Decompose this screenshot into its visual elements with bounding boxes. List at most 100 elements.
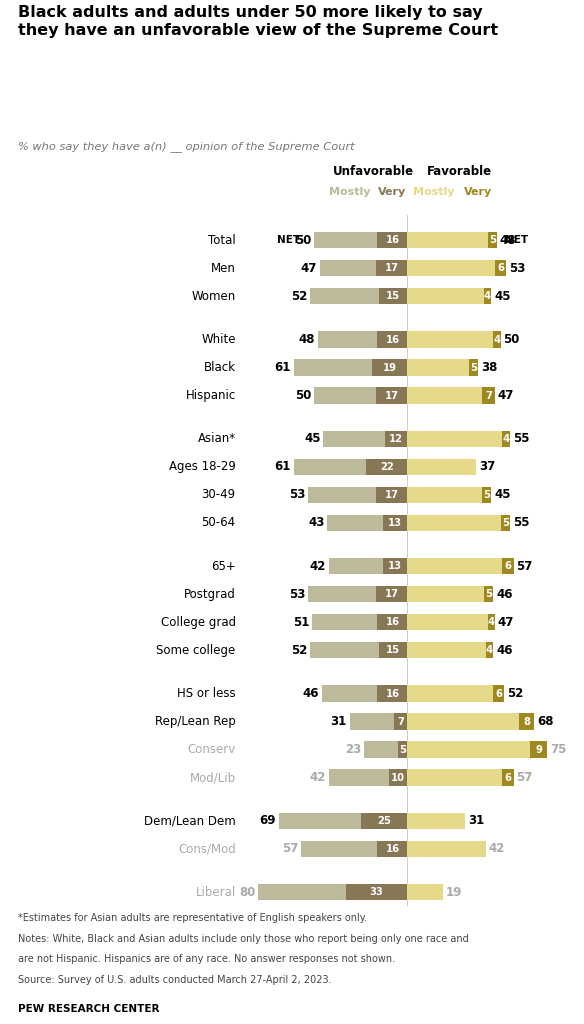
Text: 7: 7 [397,717,404,727]
Text: 15: 15 [386,291,401,301]
Text: Source: Survey of U.S. adults conducted March 27-April 2, 2023.: Source: Survey of U.S. adults conducted … [18,975,331,985]
Text: Ages 18-29: Ages 18-29 [169,461,236,473]
Text: 53: 53 [289,588,305,601]
Text: 13: 13 [388,518,402,527]
Text: 42: 42 [488,843,505,855]
Bar [377,685,407,701]
Text: 10: 10 [391,772,405,782]
Bar [301,841,377,857]
Text: 6: 6 [495,688,502,698]
Text: Very: Very [378,186,406,197]
Bar [407,685,493,701]
Text: 45: 45 [494,290,510,303]
Bar [493,685,505,701]
Bar [385,431,407,447]
Text: 4: 4 [484,291,491,301]
Text: 12: 12 [389,434,403,444]
Text: 4: 4 [503,434,510,444]
Bar [377,614,407,631]
Text: 25: 25 [377,816,391,826]
Text: 57: 57 [516,560,533,572]
Bar [407,359,469,376]
Text: 16: 16 [385,335,399,344]
Text: 17: 17 [384,589,398,599]
Text: Unfavorable: Unfavorable [333,165,414,178]
Bar [322,685,377,701]
Bar [407,260,495,276]
Bar [407,841,486,857]
Bar [361,813,407,829]
Bar [407,332,493,348]
Bar [484,586,493,602]
Text: 5: 5 [502,518,509,527]
Bar [279,813,361,829]
Text: 75: 75 [550,743,566,756]
Text: 65+: 65+ [211,560,236,572]
Text: 80: 80 [239,886,255,899]
Bar [329,769,389,785]
Text: Cons/Mod: Cons/Mod [178,843,236,855]
Bar [398,741,407,758]
Bar [318,332,377,348]
Text: Conserv: Conserv [187,743,236,756]
Text: 45: 45 [494,488,510,502]
Bar [493,332,500,348]
Text: 6: 6 [505,561,512,571]
Text: 42: 42 [310,560,326,572]
Bar [407,459,477,475]
Bar [312,614,377,631]
Bar [294,359,372,376]
Bar [488,232,497,249]
Bar [258,884,346,900]
Bar [469,359,478,376]
Text: 19: 19 [446,886,462,899]
Bar [377,332,407,348]
Bar [329,558,383,574]
Bar [380,288,407,304]
Text: Black: Black [204,361,236,374]
Text: College grad: College grad [161,615,236,629]
Text: 37: 37 [479,461,495,473]
Text: 8: 8 [523,717,530,727]
Text: *Estimates for Asian adults are representative of English speakers only.: *Estimates for Asian adults are represen… [18,913,367,924]
Text: Men: Men [211,262,236,274]
Text: 51: 51 [293,615,310,629]
Bar [530,741,547,758]
Text: 55: 55 [513,432,529,445]
Text: 46: 46 [496,588,512,601]
Text: Some college: Some college [157,644,236,656]
Bar [376,486,407,503]
Text: Liberal: Liberal [196,886,236,899]
Text: 46: 46 [303,687,319,700]
Bar [484,288,491,304]
Text: Asian*: Asian* [197,432,236,445]
Text: 19: 19 [383,362,397,373]
Text: 4: 4 [488,617,495,628]
Text: 52: 52 [291,644,308,656]
Text: NET: NET [505,236,529,245]
Bar [314,232,377,249]
Text: 31: 31 [468,814,484,827]
Bar [394,714,407,730]
Bar [376,260,407,276]
Bar [486,642,493,658]
Bar [407,232,488,249]
Bar [308,486,376,503]
Bar [502,558,514,574]
Text: 61: 61 [274,461,291,473]
Text: 7: 7 [485,390,492,400]
Text: 50: 50 [295,389,311,402]
Text: NET: NET [277,236,300,245]
Text: 47: 47 [301,262,317,274]
Bar [500,515,510,531]
Bar [383,558,407,574]
Text: 23: 23 [345,743,361,756]
Bar [327,515,383,531]
Text: 53: 53 [289,488,305,502]
Bar [380,642,407,658]
Text: 48: 48 [298,333,315,346]
Bar [377,232,407,249]
Text: Women: Women [192,290,236,303]
Text: Mod/Lib: Mod/Lib [190,771,236,784]
Text: 17: 17 [384,390,398,400]
